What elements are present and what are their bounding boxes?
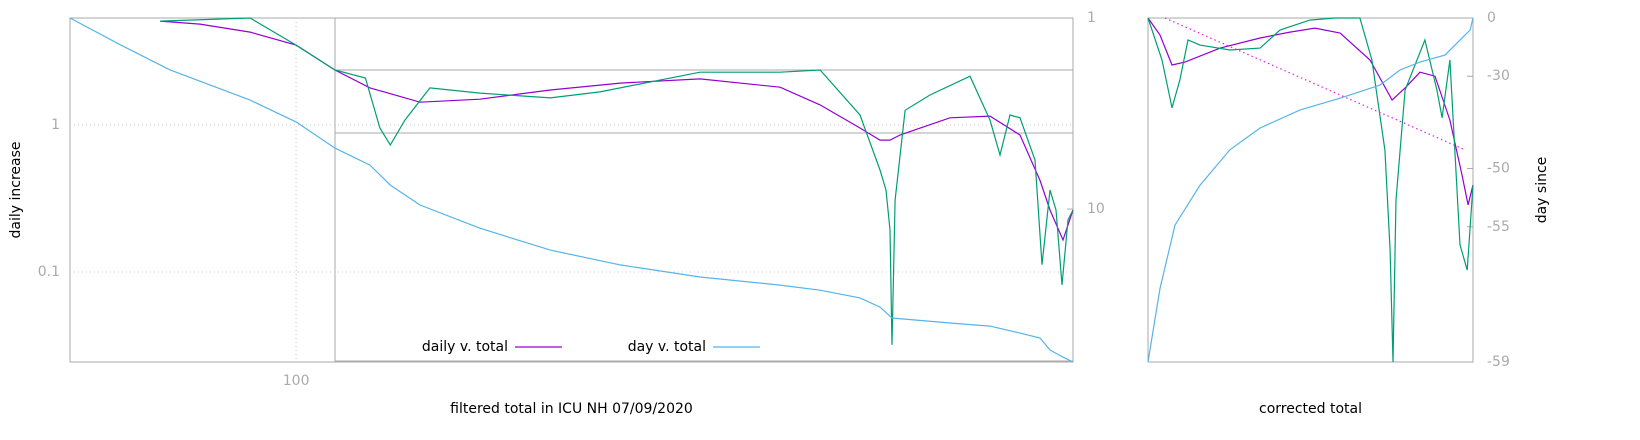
y2-tick-label: -30: [1487, 68, 1510, 84]
x-axis-label: corrected total: [1259, 401, 1362, 417]
plot-frame: [69, 17, 1074, 363]
legend-label: day v. total: [628, 339, 706, 355]
x-tick-label: 100: [283, 373, 310, 389]
legend-label: daily v. total: [422, 339, 508, 355]
data-line: [1147, 17, 1474, 363]
y2-tick-label: -50: [1487, 161, 1510, 177]
y-tick-label: 1: [51, 117, 60, 133]
y2-tick-label: 0: [1487, 10, 1496, 26]
y-tick-label: 0.1: [38, 264, 60, 280]
y2-axis-label: day since: [1534, 157, 1550, 224]
y2-tick-label: 1: [1087, 10, 1096, 26]
y2-tick-label: 10: [1087, 201, 1105, 217]
data-line: [1147, 17, 1474, 363]
data-line: [69, 17, 1074, 363]
x-axis-label: filtered total in ICU NH 07/09/2020: [450, 401, 693, 417]
y-axis-label: daily increase: [8, 142, 24, 239]
y2-tick-label: -55: [1487, 219, 1510, 235]
data-line: [160, 17, 1074, 345]
y2-tick-label: -59: [1487, 354, 1510, 370]
data-line: [160, 20, 1074, 242]
data-line: [1164, 17, 1466, 151]
data-line: [1147, 17, 1474, 206]
